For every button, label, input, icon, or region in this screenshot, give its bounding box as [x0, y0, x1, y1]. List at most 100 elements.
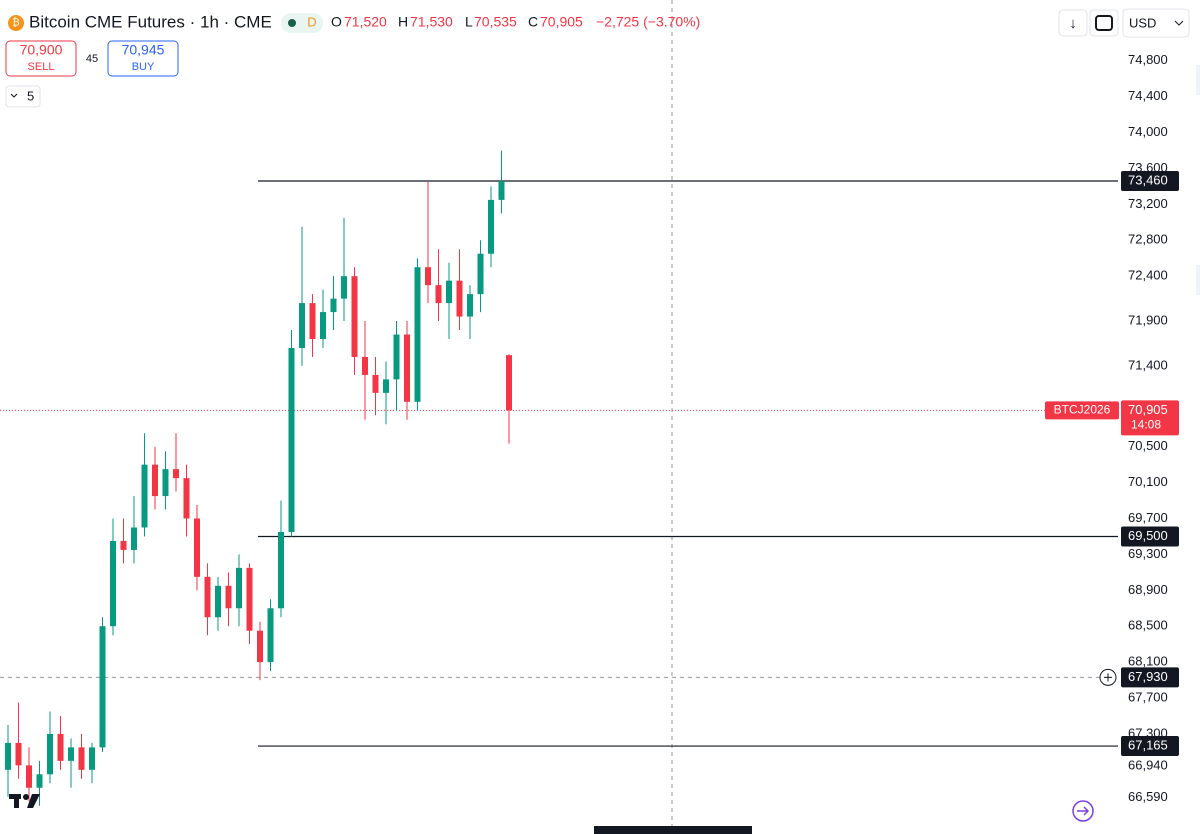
candle-body [393, 334, 400, 380]
y-tick-label: 68,900 [1128, 582, 1168, 597]
buy-button[interactable] [107, 40, 179, 77]
side-edge [1196, 65, 1200, 95]
y-tick-label: 68,100 [1128, 654, 1168, 669]
level-label-box [1121, 526, 1179, 547]
buy-label[interactable]: BUY [132, 61, 155, 73]
indicators-toggle[interactable] [5, 85, 41, 108]
candle-body [477, 253, 484, 295]
logo [9, 794, 40, 808]
last-price-box [1121, 400, 1179, 436]
candle-body [383, 379, 389, 393]
candle-body [299, 303, 305, 348]
spread: 45 [86, 53, 98, 65]
candle-body [246, 567, 253, 631]
candle-body [320, 312, 326, 340]
candle-body [99, 626, 106, 748]
candle-body [330, 298, 337, 313]
side-edge [1196, 265, 1200, 295]
candle-body [89, 747, 95, 770]
sell-button[interactable] [5, 40, 77, 77]
indicator-count[interactable]: 5 [27, 88, 34, 103]
y-tick-label: 72,400 [1128, 268, 1168, 283]
goto-icon[interactable] [1077, 806, 1090, 816]
y-tick-label: 72,800 [1128, 232, 1168, 247]
bitcoin-glyph: ₿ [12, 17, 19, 29]
candle-body [309, 303, 316, 340]
candle-body [435, 285, 442, 304]
logo-part [27, 794, 40, 808]
ohlc-value: 71,520 [344, 14, 387, 30]
logo-part [14, 794, 19, 808]
ohlc-key: H [398, 14, 408, 30]
change: −2,725 (−3.70%) [596, 14, 700, 30]
symbol-box [1045, 401, 1119, 420]
candle-body [257, 630, 263, 663]
candle-body [506, 355, 512, 411]
currency[interactable]: USD [1129, 15, 1156, 30]
level-label: 69,500 [1128, 528, 1168, 543]
fullscreen-button[interactable] [1089, 9, 1119, 37]
sell-label[interactable]: SELL [28, 61, 55, 73]
candle-body [456, 280, 463, 317]
countdown: 14:08 [1131, 418, 1161, 432]
candle-body [26, 765, 32, 788]
candle-body [372, 374, 379, 393]
crosshair-label: 67,930 [1128, 669, 1168, 684]
currency-select[interactable] [1122, 8, 1190, 38]
candle-body [341, 276, 347, 299]
y-tick-label: 69,300 [1128, 546, 1168, 561]
sell-price[interactable]: 70,900 [20, 42, 63, 58]
y-tick-label: 66,940 [1128, 758, 1168, 773]
level-label-box [1121, 736, 1179, 757]
candle-body [5, 742, 11, 770]
candle-body [236, 567, 242, 609]
download-button[interactable] [1058, 9, 1088, 37]
candle-body [414, 267, 421, 402]
crosshair-label-box [1121, 667, 1179, 688]
y-tick-label: 71,900 [1128, 312, 1168, 327]
goto-realtime[interactable] [1072, 800, 1094, 822]
symbol-title: Bitcoin CME Futures · 1h · CME [29, 12, 272, 31]
candle-body [404, 334, 410, 402]
symbol-label: BTCJ2026 [1054, 403, 1111, 417]
delay-badge: D [307, 14, 316, 29]
status-pill [281, 13, 323, 33]
ohlc-value: 70,905 [540, 14, 583, 30]
candle-body [141, 464, 148, 528]
last-price-label: 70,905 [1128, 402, 1168, 417]
candle-body [267, 608, 274, 663]
candle-body [47, 733, 53, 775]
candle-body [15, 742, 22, 766]
buy-price[interactable]: 70,945 [122, 42, 165, 58]
download-icon[interactable]: ↓ [1069, 15, 1077, 32]
candle-body [152, 464, 158, 497]
candle-body [288, 347, 295, 532]
logo-part [23, 794, 29, 800]
candle-body [131, 527, 137, 550]
candle-body [194, 518, 200, 577]
y-tick-label: 74,400 [1128, 88, 1168, 103]
fullscreen-icon[interactable] [1095, 15, 1113, 31]
y-tick-label: 71,400 [1128, 357, 1168, 372]
y-tick-label: 68,500 [1128, 618, 1168, 633]
toggle-chevron [10, 93, 18, 98]
candle-body [488, 199, 494, 254]
y-tick-label: 67,700 [1128, 689, 1168, 704]
candle-body [183, 478, 190, 519]
candle-body [204, 576, 211, 618]
bitcoin-icon [8, 15, 24, 31]
candle-body [467, 294, 473, 317]
candle-body [446, 280, 452, 304]
y-tick-label: 74,800 [1128, 52, 1168, 67]
candle-body [278, 531, 284, 609]
y-tick-label: 69,700 [1128, 510, 1168, 525]
y-tick-label: 70,500 [1128, 438, 1168, 453]
status-dot [288, 19, 296, 27]
y-tick-label: 66,590 [1128, 789, 1168, 804]
candle-body [110, 540, 116, 627]
level-label: 67,165 [1128, 737, 1168, 752]
candle-body [78, 747, 85, 770]
y-tick-label: 74,000 [1128, 124, 1168, 139]
candle-body [36, 774, 43, 788]
